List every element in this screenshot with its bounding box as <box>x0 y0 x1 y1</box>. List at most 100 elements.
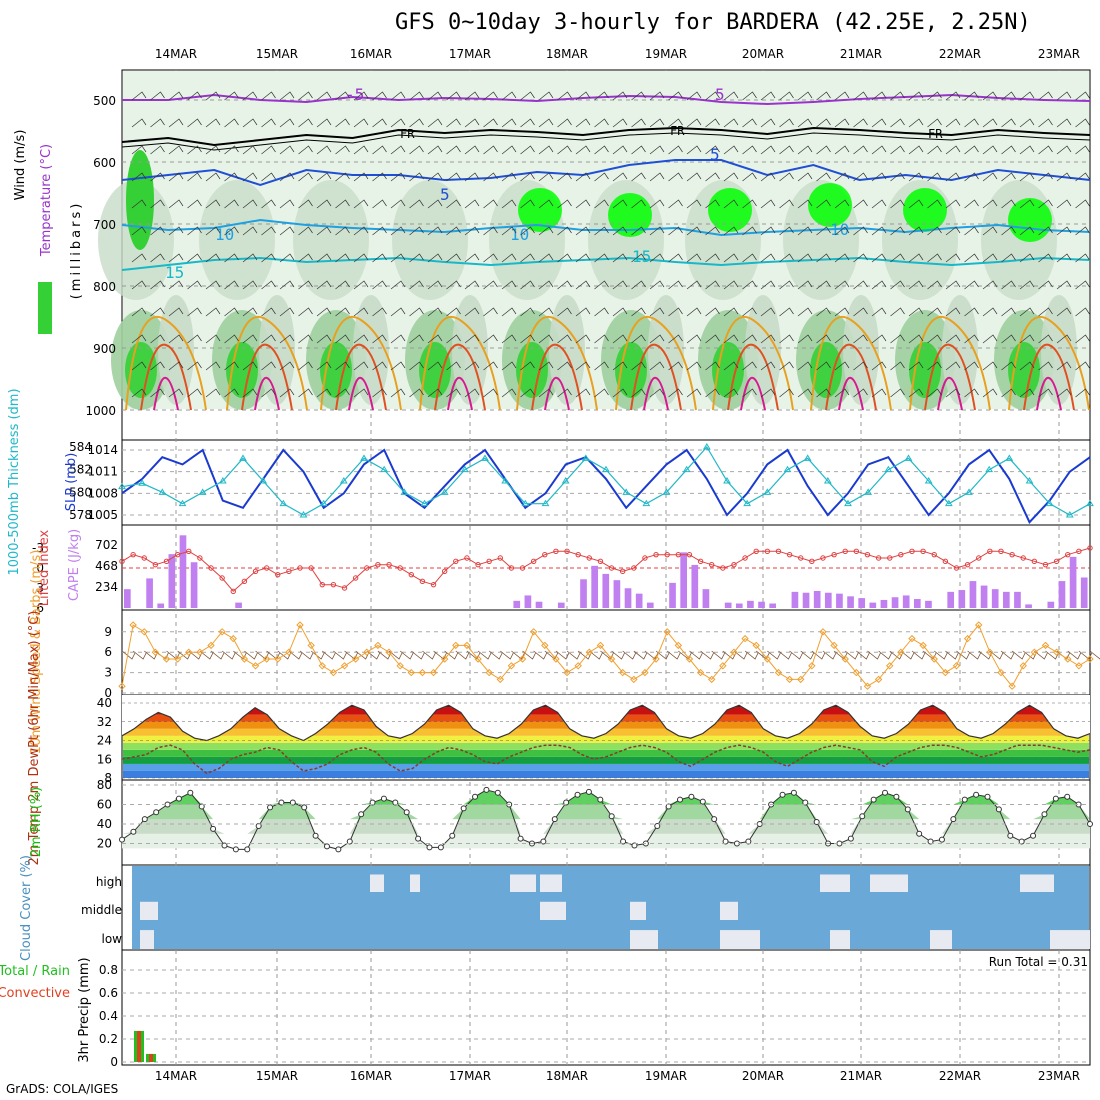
surface-wind-barb <box>678 650 692 660</box>
wind-barb <box>205 253 221 263</box>
wind-barb <box>816 334 831 344</box>
lifted-index-marker <box>475 561 481 568</box>
wind-barb <box>964 226 979 236</box>
wind-barb <box>890 280 905 290</box>
rh2m-marker <box>893 793 900 800</box>
wind-barb <box>760 361 776 371</box>
wind-barb <box>483 118 498 128</box>
lifted-index-marker <box>976 555 982 561</box>
rh2m-marker <box>312 832 319 839</box>
wind-speed-marker <box>418 668 427 677</box>
wind-barb <box>520 118 535 128</box>
lifted-index-marker <box>464 555 470 561</box>
wind-barb <box>964 307 979 317</box>
wind-barb <box>797 226 813 236</box>
wind-barb <box>464 388 480 398</box>
wind-barb <box>168 91 184 101</box>
rh-mid-blob <box>259 295 295 405</box>
wind-barb <box>372 388 387 398</box>
wind-barb <box>427 280 443 290</box>
wind-barb <box>1038 280 1053 290</box>
li-tick-label: 0 <box>36 561 44 575</box>
wind-barb <box>427 145 443 155</box>
lifted-index-marker <box>286 568 292 575</box>
wind-barb <box>612 361 628 371</box>
lifted-index-marker <box>297 565 303 571</box>
cape-bar <box>947 591 955 608</box>
wind-barb <box>464 91 480 101</box>
surface-wind-barb <box>511 650 525 660</box>
lifted-index-marker <box>152 561 159 568</box>
wind-barb <box>1038 226 1053 236</box>
near-surface-isotherm <box>348 376 374 411</box>
wind-barb <box>520 361 535 371</box>
wind-barb <box>668 145 683 155</box>
wind-speed-marker <box>641 668 649 677</box>
surface-wind-barb <box>199 650 214 660</box>
wind-barb <box>187 334 202 344</box>
wind-barb <box>242 307 258 317</box>
wind-barb <box>409 226 424 236</box>
wind-barb <box>1019 172 1035 182</box>
rh2m-marker <box>153 809 160 816</box>
wind-barb <box>927 226 942 236</box>
lifted-index-marker <box>1053 558 1060 565</box>
wind-barb <box>316 280 332 290</box>
lifted-index-marker <box>1009 551 1015 558</box>
wind-barb <box>557 199 572 209</box>
wind-barb <box>483 307 498 317</box>
rh2m-marker <box>790 789 797 796</box>
wind-barb <box>890 361 905 371</box>
wind-barb <box>705 91 720 101</box>
wind-barb <box>1038 172 1053 182</box>
surface-wind-barb <box>310 650 325 660</box>
cloud-cover-block <box>630 930 658 949</box>
thickness-marker <box>723 477 731 484</box>
wind-barb <box>446 172 461 182</box>
thickness-marker <box>339 477 348 484</box>
rh2m-marker <box>779 791 786 798</box>
wind-speed-marker <box>385 648 393 656</box>
near-surface-isotherm <box>320 315 402 411</box>
wind-barb <box>686 280 702 290</box>
wind-barb <box>538 334 554 344</box>
top-date-label: 21MAR <box>840 47 882 61</box>
rh2m-marker <box>1041 811 1048 818</box>
lifted-index-marker <box>942 558 949 565</box>
lifted-index-line <box>121 547 1091 593</box>
lifted-index-marker <box>386 561 392 568</box>
wind-barb <box>797 334 813 344</box>
wind-barb <box>1019 361 1035 371</box>
surface-wind-barb <box>1056 650 1070 660</box>
thickness-marker <box>985 465 994 473</box>
lifted-index-marker <box>408 571 414 578</box>
bottom-date-label: 18MAR <box>546 1069 588 1083</box>
wind-speed-marker <box>474 655 482 663</box>
wind-barb <box>224 145 239 155</box>
wind-speed-marker <box>863 682 872 690</box>
wind-barb <box>557 334 572 344</box>
thickness-marker <box>622 488 631 495</box>
wind-barb <box>298 361 313 371</box>
wind-barb <box>409 361 424 371</box>
wind-barb <box>298 145 313 155</box>
wind-barb <box>760 280 776 290</box>
wind-barb <box>575 361 591 371</box>
wind-barb <box>316 199 332 209</box>
wind-barb <box>575 388 591 398</box>
surface-wind-barb <box>811 650 826 660</box>
wind-barb <box>205 226 221 236</box>
wind-barb <box>797 280 813 290</box>
wind-barb <box>649 118 665 128</box>
wind-barb <box>168 253 184 263</box>
rh-mid-blob <box>293 180 369 300</box>
wind-barb <box>594 361 609 371</box>
thickness-marker <box>138 479 147 486</box>
rh2m-marker <box>335 846 342 853</box>
thickness-tick-label: 578 <box>69 508 92 522</box>
pressure-axis-label: (millibars) <box>69 201 84 300</box>
near-surface-isotherm <box>1036 376 1062 411</box>
wind-speed-marker <box>841 655 849 663</box>
wind-barb <box>279 226 295 236</box>
slp-tick-label: 1011 <box>87 465 118 479</box>
